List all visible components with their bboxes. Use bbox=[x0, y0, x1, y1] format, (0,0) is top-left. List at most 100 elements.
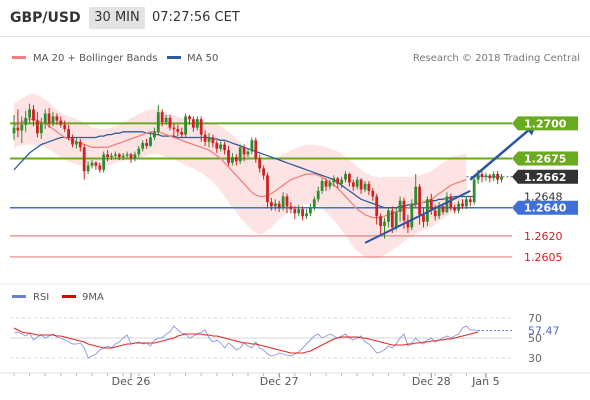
resistance-level-tag: 1.2700 bbox=[524, 117, 567, 130]
candle-body bbox=[71, 137, 74, 145]
candle-body bbox=[110, 155, 113, 158]
candle-body bbox=[242, 147, 246, 155]
candle-body bbox=[328, 182, 332, 187]
candle-body bbox=[461, 203, 464, 207]
candle-body bbox=[153, 131, 156, 138]
candle-body bbox=[363, 183, 367, 190]
candle-body bbox=[429, 199, 433, 211]
candle-body bbox=[449, 196, 453, 208]
candle-body bbox=[465, 199, 468, 207]
pivot-level-tag-bg bbox=[512, 200, 578, 215]
candle-body bbox=[145, 143, 148, 146]
candle-body bbox=[351, 182, 355, 187]
chart-header: GBP/USD 30 MIN 07:27:56 CET bbox=[0, 0, 590, 37]
candle-body bbox=[90, 162, 94, 166]
candle-body bbox=[117, 154, 121, 158]
candle-body bbox=[203, 134, 207, 142]
candle-body bbox=[231, 157, 234, 163]
candle-body bbox=[192, 119, 195, 128]
candle-body bbox=[336, 178, 340, 184]
candle-body bbox=[51, 116, 55, 124]
candle-body bbox=[273, 203, 277, 207]
candle-body bbox=[254, 140, 258, 159]
candle-body bbox=[441, 206, 445, 212]
candle-body bbox=[414, 186, 418, 204]
rsi-current-value: 57.47 bbox=[528, 325, 560, 338]
candle-body bbox=[289, 206, 293, 210]
candle-body bbox=[301, 209, 304, 217]
candle-body bbox=[281, 196, 285, 208]
candle-body bbox=[172, 127, 176, 130]
candle-body bbox=[320, 181, 324, 191]
candle-body bbox=[141, 143, 145, 149]
candle-body bbox=[262, 168, 265, 176]
candle-body bbox=[309, 207, 312, 214]
candle-body bbox=[394, 211, 398, 228]
candle-body bbox=[371, 190, 375, 197]
candle-body bbox=[125, 154, 129, 156]
rsi-tick-label: 30 bbox=[528, 352, 542, 365]
candle-body bbox=[445, 196, 449, 212]
time-axis-label: Dec 28 bbox=[412, 375, 451, 388]
candle-body bbox=[207, 137, 211, 142]
bollinger-band-fill bbox=[14, 93, 467, 259]
candle-body bbox=[476, 174, 480, 180]
credit-text: Research © 2018 Trading Central bbox=[413, 53, 580, 64]
candle-body bbox=[199, 119, 203, 135]
candle-body bbox=[324, 181, 328, 187]
projection-arrow-shaft bbox=[469, 122, 538, 181]
candle-body bbox=[418, 186, 421, 215]
candle-body bbox=[406, 220, 410, 228]
candle-body bbox=[387, 210, 390, 222]
candle-body bbox=[114, 154, 117, 156]
ma9-legend-label: 9MA bbox=[82, 292, 104, 303]
support-level-label: 1.2605 bbox=[524, 251, 563, 264]
last-price-tag-bg bbox=[512, 169, 578, 184]
time-axis-label: Dec 26 bbox=[112, 375, 151, 388]
candle-body bbox=[234, 157, 238, 162]
candle-body bbox=[184, 116, 187, 135]
candle-body bbox=[223, 144, 226, 151]
candle-body bbox=[129, 154, 133, 159]
candle-body bbox=[12, 127, 16, 134]
symbol-label: GBP/USD bbox=[10, 10, 81, 26]
candle-body bbox=[250, 140, 254, 152]
candle-body bbox=[332, 178, 336, 183]
candle-body bbox=[164, 117, 168, 122]
resistance-level-tag: 1.2675 bbox=[524, 153, 566, 166]
candle-body bbox=[160, 112, 164, 122]
ma20-legend-swatch bbox=[12, 56, 26, 59]
candle-body bbox=[375, 196, 379, 217]
resistance-level-tag-bg bbox=[512, 151, 578, 166]
candle-body bbox=[410, 203, 414, 228]
candle-body bbox=[215, 143, 219, 149]
rsi-tick-label: 70 bbox=[528, 312, 542, 325]
candle-body bbox=[316, 190, 320, 200]
ma50-legend-label: MA 50 bbox=[187, 53, 218, 64]
candle-body bbox=[24, 117, 28, 125]
timeframe-button[interactable]: 30 MIN bbox=[89, 7, 145, 29]
candle-body bbox=[277, 203, 281, 208]
candle-body bbox=[285, 196, 289, 207]
candle-body bbox=[359, 179, 363, 190]
rsi-legend-label: RSI bbox=[33, 292, 49, 303]
resistance-level-tag-bg bbox=[512, 116, 578, 131]
candle-body bbox=[238, 147, 242, 162]
pivot-level-tag: 1.2640 bbox=[524, 202, 567, 215]
candle-body bbox=[176, 129, 180, 132]
candle-body bbox=[133, 154, 137, 159]
candle-body bbox=[457, 203, 460, 211]
candle-body bbox=[63, 124, 67, 130]
candle-body bbox=[94, 162, 98, 166]
candle-body bbox=[219, 144, 223, 149]
candle-body bbox=[246, 151, 250, 155]
candle-body bbox=[43, 113, 47, 124]
candle-body bbox=[344, 174, 347, 180]
candle-body bbox=[266, 175, 269, 203]
candle-body bbox=[398, 200, 402, 212]
candle-body bbox=[55, 116, 59, 121]
candle-body bbox=[98, 165, 102, 170]
candle-body bbox=[297, 209, 301, 214]
